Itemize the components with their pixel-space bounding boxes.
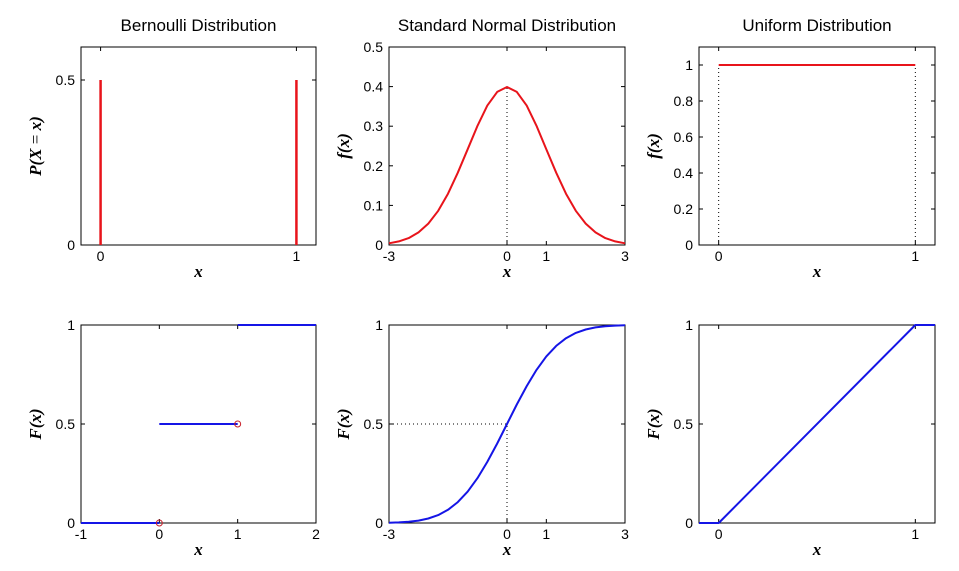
y-tick-label: 1 [375,317,383,333]
chart-title: Uniform Distribution [742,16,891,35]
x-tick-label: 3 [621,526,629,542]
chart-title: Standard Normal Distribution [398,16,616,35]
y-axis-label: F(x) [334,408,353,440]
y-tick-label: 0 [375,237,383,253]
chart-title: Bernoulli Distribution [121,16,277,35]
y-tick-label: 0 [375,515,383,531]
x-tick-label: 0 [155,526,163,542]
y-tick-label: 0.8 [674,93,694,109]
y-axis-label: f(x) [334,133,353,158]
y-axis-label: F(x) [644,408,663,440]
y-tick-label: 0.4 [674,165,694,181]
x-tick-label: 1 [293,248,301,264]
y-tick-label: 1 [685,317,693,333]
y-tick-label: 0.3 [364,118,384,134]
y-axis-label: f(x) [644,133,663,158]
y-tick-label: 0.5 [56,72,76,88]
x-axis-label: x [193,262,203,281]
x-tick-label: 0 [97,248,105,264]
series-line [699,324,935,524]
y-tick-label: 0.5 [674,416,694,432]
y-tick-label: 0.5 [364,416,384,432]
series-line [388,324,626,524]
x-tick-label: 2 [312,526,320,542]
x-tick-label: 1 [542,526,550,542]
y-axis-label: F(x) [26,408,45,440]
y-tick-label: 0.2 [364,158,384,174]
y-tick-label: 0 [685,237,693,253]
uniform-pdf-panel: Uniform Distribution 0 1 0 0.2 0.4 0.6 0.8 1 x f(x… [644,16,936,281]
x-axis-label: x [812,262,822,281]
y-tick-label: 0 [67,515,75,531]
x-tick-label: 0 [503,526,511,542]
open-circle-marker [155,519,163,527]
x-axis-label: x [502,262,512,281]
uniform-cdf-panel: 0 1 0 0.5 1 x F(x) [644,317,936,559]
x-axis-label: x [502,540,512,559]
y-tick-label: 1 [67,317,75,333]
y-tick-label: 1 [685,57,693,73]
x-tick-label: 1 [911,526,919,542]
x-axis-label: x [193,540,203,559]
y-tick-label: 0 [67,237,75,253]
series-line [388,86,626,245]
x-tick-label: 1 [542,248,550,264]
x-tick-label: 0 [503,248,511,264]
y-tick-label: 0.6 [674,129,694,145]
x-tick-label: -1 [75,526,88,542]
x-tick-label: 1 [234,526,242,542]
axes-frame [80,46,317,246]
axes-frame [698,46,936,246]
y-tick-label: 0.5 [364,39,384,55]
axes-frame [388,46,626,246]
x-tick-label: 0 [715,526,723,542]
x-tick-label: 1 [911,248,919,264]
x-tick-label: -3 [383,526,396,542]
y-tick-label: 0.2 [674,201,694,217]
y-axis-label: P(X = x) [26,116,45,177]
y-tick-label: 0.5 [56,416,76,432]
x-tick-label: -3 [383,248,396,264]
normal-pdf-panel: Standard Normal Distribution-3 0 1 300.10.2… [334,16,629,281]
x-tick-label: 3 [621,248,629,264]
x-axis-label: x [812,540,822,559]
y-tick-label: 0.4 [364,79,384,95]
y-tick-label: 0.1 [364,197,384,213]
bernoulli-pmf-panel: Bernoulli Distribution 0 1 0 0.5 x P(X = x) [26,16,317,281]
x-tick-label: 0 [715,248,723,264]
open-circle-marker [234,420,242,428]
y-tick-label: 0 [685,515,693,531]
